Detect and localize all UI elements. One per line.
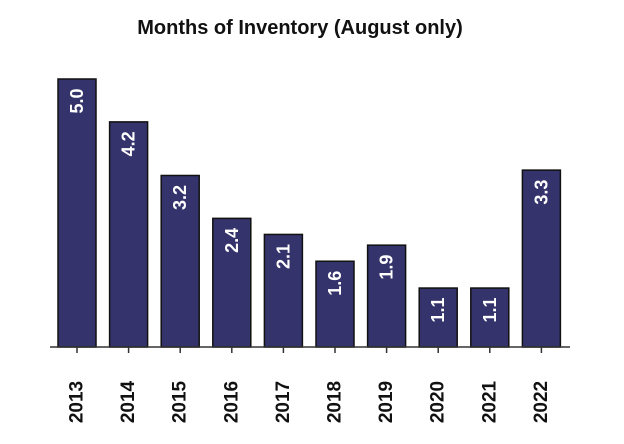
data-labels: 5.0 4.2 3.2 2.4 2.1 1.6 1.9 1.1 1.1 3.3: [67, 88, 551, 322]
x-tick-label: 2022: [531, 381, 552, 423]
bars-group: [57, 78, 562, 348]
data-label: 1.1: [480, 298, 500, 323]
x-axis-ticks: [76, 347, 543, 353]
data-label: 3.2: [170, 185, 190, 210]
data-label: 1.1: [428, 298, 448, 323]
data-label: 4.2: [119, 131, 139, 156]
bar-2019: [366, 244, 407, 348]
bar-2021: [470, 287, 510, 348]
bar-2020: [418, 287, 458, 348]
x-tick-label: 2015: [170, 380, 191, 423]
data-label: 2.4: [222, 228, 242, 253]
x-tick-label: 2016: [221, 381, 242, 423]
x-tick-label: 2017: [273, 381, 294, 423]
data-label: 3.3: [531, 180, 551, 205]
bar-2016: [212, 217, 252, 348]
x-tick-label: 2019: [376, 381, 397, 423]
data-label: 5.0: [67, 88, 87, 113]
x-tick-label: 2021: [479, 380, 500, 423]
data-label: 1.9: [377, 255, 397, 280]
x-tick-label: 2014: [118, 380, 139, 423]
bar-2013: [57, 78, 97, 348]
bar-2015: [160, 174, 200, 348]
x-tick-label: 2013: [67, 381, 88, 423]
data-label: 2.1: [273, 244, 293, 269]
data-label: 1.6: [325, 271, 345, 296]
x-tick-labels: 2013 2014 2015 2016 2017 2018 2019 2020 2021 2022: [67, 380, 552, 423]
x-tick-label: 2020: [428, 381, 449, 423]
bar-2018: [315, 260, 355, 348]
chart-title: Months of Inventory (August only): [137, 17, 463, 39]
x-tick-label: 2018: [325, 381, 346, 423]
